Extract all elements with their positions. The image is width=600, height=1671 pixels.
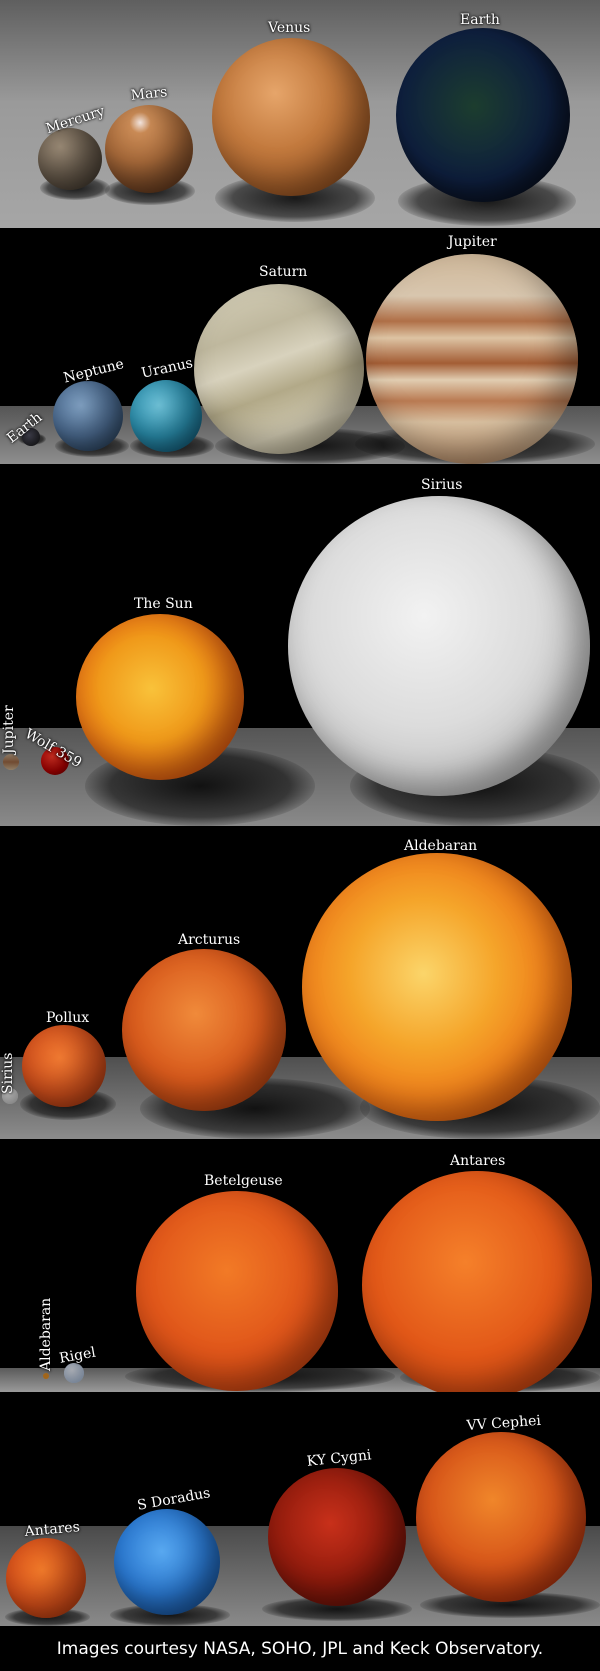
s-doradus-sphere [114,1509,220,1615]
vv-cephei-sphere [416,1432,586,1602]
label-earth: Earth [460,12,500,28]
mercury-sphere [38,128,102,190]
betelgeuse-sphere [136,1191,338,1391]
aldebaran-sphere [302,853,572,1121]
ky-cygni-sphere [268,1468,406,1606]
antares-sphere [362,1171,592,1392]
label-pollux: Pollux [46,1010,90,1026]
image-credit: Images courtesy NASA, SOHO, JPL and Keck… [0,1626,600,1671]
rigel-sphere [64,1363,84,1383]
pollux-sphere [22,1025,106,1107]
s-doradus-shadow [110,1604,230,1626]
arcturus-sphere [122,949,286,1111]
earth-sphere-small [22,428,40,446]
sun-sphere [76,614,244,780]
label-vv-cephei: VV Cephei [466,1412,542,1434]
label-jupiter: Jupiter [1,705,17,754]
label-antares: Antares [450,1153,506,1169]
label-the-sun: The Sun [134,596,193,612]
saturn-sphere [194,284,364,454]
label-mars: Mars [130,84,169,104]
label-aldebaran: Aldebaran [38,1297,54,1371]
uranus-sphere [130,380,202,452]
venus-sphere [212,38,370,196]
antares-sphere-small [6,1538,86,1618]
neptune-sphere [53,381,123,451]
label-betelgeuse: Betelgeuse [204,1173,283,1189]
label-arcturus: Arcturus [178,932,241,948]
mars-sphere [105,105,193,193]
label-sirius: Sirius [421,477,463,493]
label-saturn: Saturn [259,264,308,280]
panel-sun-sirius: Jupiter Wolf 359 The Sun Sirius [0,464,600,826]
label-uranus: Uranus [140,355,195,382]
sirius-sphere [288,496,590,796]
aldebaran-sphere-small [43,1373,49,1379]
panel-outer-planets: Earth Neptune Uranus Saturn Jupiter [0,228,600,464]
label-jupiter: Jupiter [448,234,497,250]
label-sirius: Sirius [0,1052,16,1094]
sirius-sphere-small [2,1088,18,1104]
label-venus: Venus [268,20,311,36]
panel-inner-planets: Mercury Mars Venus Earth [0,0,600,228]
label-aldebaran: Aldebaran [404,838,478,854]
jupiter-sphere-small [3,754,19,770]
earth-sphere [396,28,570,202]
wolf-359-sphere [41,747,69,775]
panel-supergiants: Aldebaran Rigel Betelgeuse Antares [0,1139,600,1392]
jupiter-sphere [366,254,578,464]
label-rigel: Rigel [58,1344,97,1367]
label-ky-cygni: KY Cygni [306,1447,373,1470]
panel-giants: Sirius Pollux Arcturus Aldebaran [0,826,600,1139]
panel-hypergiants: Antares S Doradus KY Cygni VV Cephei [0,1392,600,1626]
